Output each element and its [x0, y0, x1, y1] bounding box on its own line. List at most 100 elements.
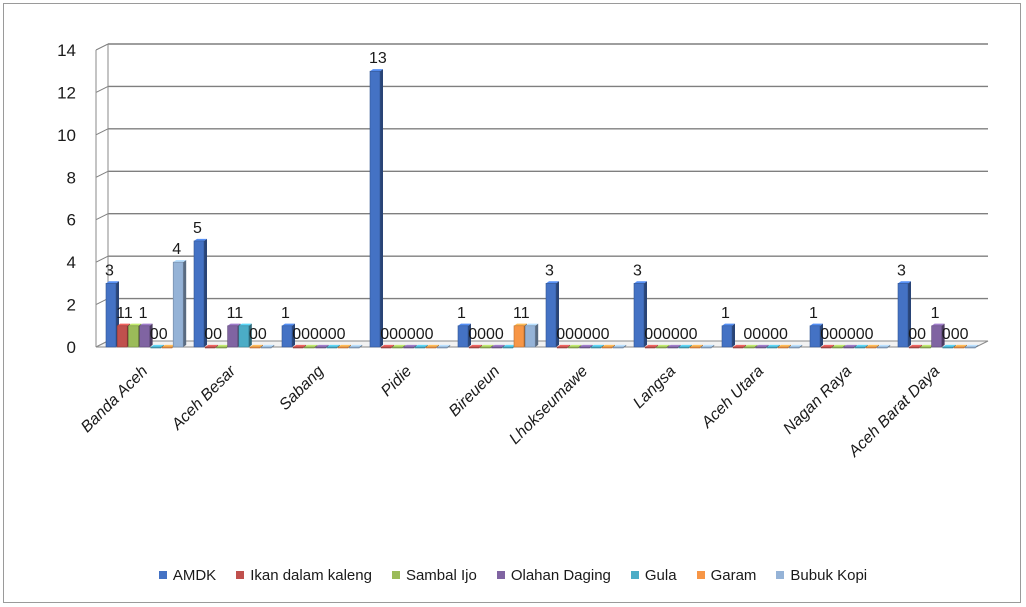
category-label: Aceh Besar	[168, 362, 240, 434]
data-label: 0000	[468, 326, 504, 343]
y-tick-label: 0	[67, 338, 76, 357]
bar-side	[964, 344, 967, 348]
y-tick-label: 2	[67, 296, 76, 315]
bar	[369, 70, 381, 348]
category-label: Langsa	[630, 363, 679, 412]
legend-label: Ikan dalam kaleng	[250, 566, 372, 584]
data-label: 000000	[292, 326, 345, 343]
grid-diagonal	[95, 85, 109, 93]
bar-top	[480, 344, 494, 347]
bar-top	[789, 344, 803, 347]
y-tick-label: 4	[67, 253, 76, 272]
bar-side	[391, 344, 395, 348]
bar-side	[666, 344, 670, 348]
legend-label: Olahan Daging	[510, 566, 611, 584]
bar-side	[567, 344, 571, 348]
bar-top	[525, 323, 539, 326]
bar-side	[952, 344, 956, 348]
bar-side	[183, 260, 187, 347]
bar	[128, 325, 139, 348]
bar-side	[359, 344, 363, 348]
bar-top	[821, 344, 835, 347]
bar-top	[227, 323, 241, 326]
data-label: 11	[513, 305, 530, 322]
bar-top	[645, 344, 659, 347]
chart-frame	[3, 3, 1021, 603]
bar	[524, 325, 536, 348]
bar-side	[204, 238, 207, 347]
bar-top	[349, 344, 363, 347]
bar	[337, 346, 349, 349]
bar-side	[248, 323, 252, 347]
bar	[644, 346, 656, 349]
data-label: 3	[633, 262, 642, 279]
bar-side	[754, 344, 758, 348]
legend-swatch	[496, 571, 505, 579]
bar	[545, 283, 557, 348]
data-label: 13	[369, 50, 387, 67]
bar-side	[490, 344, 494, 348]
data-label: 1	[139, 305, 148, 322]
bar-side	[535, 323, 539, 347]
bar-top	[678, 344, 692, 347]
data-label: 00	[150, 326, 168, 343]
bar	[942, 346, 954, 349]
bar-top	[282, 323, 295, 326]
bar-top	[733, 344, 747, 347]
bar	[612, 346, 624, 349]
bar-side	[479, 344, 483, 348]
grid-diagonal	[95, 128, 109, 136]
bar-side	[975, 344, 979, 348]
bar	[590, 346, 602, 349]
bar	[193, 240, 205, 348]
bar	[425, 346, 437, 349]
legend-swatch	[696, 571, 705, 579]
bar-top	[458, 323, 471, 326]
category-label: Aceh Barat Daya	[845, 363, 943, 461]
bar-top	[690, 344, 703, 347]
data-label: 3	[897, 262, 906, 279]
bar-side	[655, 344, 659, 348]
category-label: Sabang	[276, 363, 327, 414]
bar-side	[149, 323, 153, 347]
bar	[931, 325, 942, 348]
bar	[854, 346, 866, 349]
bar-top	[469, 344, 483, 347]
bar-side	[776, 344, 780, 348]
bar-top	[392, 344, 406, 347]
legend-label: Sambal Ijo	[405, 566, 477, 584]
category-label: Banda Aceh	[78, 363, 151, 436]
bar-side	[468, 323, 471, 347]
bar-top	[326, 344, 340, 347]
bar-top	[877, 344, 891, 347]
bar-top	[261, 344, 275, 347]
y-tick-label: 6	[67, 211, 76, 230]
bar	[414, 346, 426, 349]
bar-top	[954, 344, 967, 347]
legend-label: AMDK	[172, 566, 217, 584]
bar-top	[216, 344, 230, 347]
bar	[568, 346, 579, 349]
bar-side	[831, 344, 835, 348]
bar-side	[260, 344, 263, 348]
bar	[601, 346, 613, 349]
bar-side	[644, 281, 647, 347]
bar-side	[314, 344, 318, 348]
bar-side	[413, 344, 417, 348]
bar	[227, 325, 238, 348]
bar-side	[711, 344, 715, 348]
bar-top	[150, 344, 164, 347]
bar-top	[965, 344, 979, 347]
bar	[457, 325, 469, 348]
bar-side	[688, 344, 692, 348]
bar	[315, 346, 326, 349]
bar-side	[876, 344, 879, 348]
legend-item: Bubuk Kopi	[776, 567, 867, 584]
y-tick-label: 12	[57, 83, 76, 102]
category-label: Nagan Raya	[780, 363, 855, 438]
bar-top	[514, 323, 527, 326]
bar-top	[744, 344, 758, 347]
bar	[964, 346, 976, 349]
bar-side	[215, 344, 219, 348]
